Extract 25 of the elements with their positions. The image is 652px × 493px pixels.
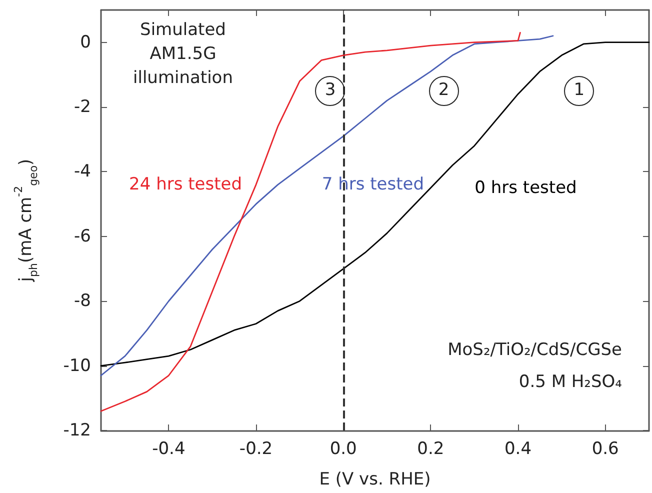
y-tick-label: -6 bbox=[74, 226, 91, 246]
x-tick-label: 0.2 bbox=[417, 439, 444, 459]
x-tick-label: -0.2 bbox=[239, 439, 273, 459]
series-label: 24 hrs tested bbox=[129, 174, 242, 195]
y-tick-label: 0 bbox=[80, 32, 91, 52]
line-series bbox=[100, 42, 650, 367]
x-tick-label: 0.4 bbox=[504, 439, 532, 459]
series-label: 7 hrs tested bbox=[322, 174, 424, 195]
annotation: 3 bbox=[315, 76, 346, 106]
x-tick-label: 0.6 bbox=[592, 439, 619, 459]
x-tick-label: -0.4 bbox=[152, 439, 186, 459]
y-tick-label: -4 bbox=[74, 162, 91, 182]
y-tick-label: -12 bbox=[63, 420, 91, 440]
y-tick-label: -10 bbox=[63, 356, 91, 376]
annotation: 0.5 M H₂SO₄ bbox=[518, 372, 622, 392]
y-tick-label: -2 bbox=[74, 97, 91, 118]
annotation: 2 bbox=[428, 76, 459, 106]
annotation: Simulated AM1.5G illumination bbox=[132, 19, 234, 90]
y-axis-title: jph(mA cm-2geo) bbox=[12, 158, 40, 283]
x-tick-label: 0.0 bbox=[330, 439, 357, 459]
annotation: 1 bbox=[564, 76, 594, 106]
annotation: MoS₂/TiO₂/CdS/CGSe bbox=[448, 340, 622, 360]
series-label: 0 hrs tested bbox=[474, 178, 577, 198]
y-tick-label: -8 bbox=[74, 291, 91, 312]
x-axis-title: E (V vs. RHE) bbox=[319, 470, 431, 490]
